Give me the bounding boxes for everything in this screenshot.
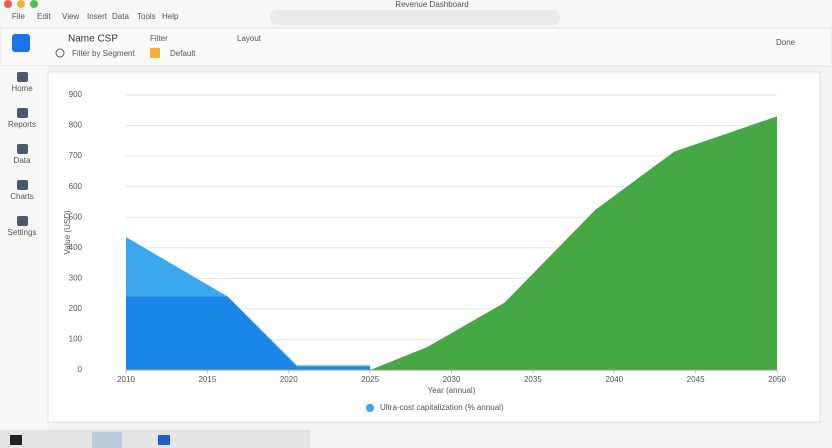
y-tick-label: 0 [78, 365, 83, 374]
legend-label: Ultra-cost capitalization (% annual) [380, 403, 504, 412]
sidebar-icon[interactable] [17, 216, 28, 226]
x-tick-label: 2035 [524, 375, 542, 384]
sidebar-icon[interactable] [17, 180, 28, 190]
layout-label[interactable]: Layout [237, 34, 262, 43]
min-dot[interactable] [17, 0, 25, 8]
sidebar-icon[interactable] [17, 108, 28, 118]
toolbar-subtitle: Filter by Segment [72, 49, 135, 58]
filter-label: Filter [150, 34, 168, 43]
sidebar-label: Data [14, 156, 31, 165]
sidebar-label: Settings [8, 228, 37, 237]
toolbar-name: Name CSP [68, 34, 118, 45]
window-title: Revenue Dashboard [395, 0, 468, 9]
radio[interactable] [55, 48, 65, 58]
area [126, 296, 371, 370]
x-tick-label: 2025 [361, 375, 379, 384]
x-tick-label: 2010 [117, 375, 135, 384]
y-tick-label: 900 [69, 90, 83, 99]
y-tick-label: 300 [69, 273, 83, 282]
menu-item[interactable]: Insert [87, 12, 108, 21]
x-tick-label: 2040 [605, 375, 623, 384]
menu-item[interactable]: Tools [137, 12, 156, 21]
app-icon[interactable] [12, 34, 30, 52]
menu-item[interactable]: Help [162, 12, 179, 21]
done-button[interactable]: Done [776, 38, 796, 47]
y-tick-label: 600 [69, 182, 83, 191]
sidebar-label: Home [11, 84, 33, 93]
y-tick-label: 800 [69, 121, 83, 130]
menu-item[interactable]: View [62, 12, 79, 21]
max-dot[interactable] [30, 0, 38, 8]
filter-icon [150, 48, 160, 58]
task-icon[interactable] [92, 432, 122, 448]
sidebar-label: Charts [10, 192, 34, 201]
start-icon[interactable] [10, 435, 22, 445]
task-icon[interactable] [158, 435, 170, 445]
y-tick-label: 500 [69, 212, 83, 221]
x-tick-label: 2020 [280, 375, 298, 384]
x-axis-label: Year (annual) [428, 386, 476, 395]
filter-value[interactable]: Default [170, 49, 196, 58]
area [370, 116, 777, 370]
y-tick-label: 200 [69, 304, 83, 313]
sidebar-icon[interactable] [17, 72, 28, 82]
search-box[interactable] [270, 10, 560, 25]
y-tick-label: 700 [69, 151, 83, 160]
y-axis-label: Value (USD) [63, 210, 72, 255]
taskbar [0, 430, 310, 448]
x-tick-label: 2030 [443, 375, 461, 384]
legend-swatch [366, 404, 374, 412]
x-tick-label: 2045 [687, 375, 705, 384]
y-tick-label: 100 [69, 335, 83, 344]
x-tick-label: 2015 [198, 375, 216, 384]
menu-item[interactable]: File [12, 12, 25, 21]
y-tick-label: 400 [69, 243, 83, 252]
menu-item[interactable]: Data [112, 12, 129, 21]
sidebar-label: Reports [8, 120, 36, 129]
sidebar-icon[interactable] [17, 144, 28, 154]
sidebar [0, 66, 48, 430]
toolbar [0, 27, 832, 67]
close-dot[interactable] [4, 0, 12, 8]
x-tick-label: 2050 [768, 375, 786, 384]
menu-item[interactable]: Edit [37, 12, 52, 21]
